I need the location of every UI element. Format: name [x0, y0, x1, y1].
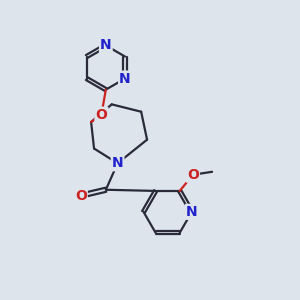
- Text: O: O: [95, 108, 107, 122]
- Text: N: N: [112, 156, 123, 170]
- Text: N: N: [119, 72, 131, 86]
- Text: O: O: [187, 168, 199, 182]
- Text: N: N: [100, 38, 112, 52]
- Text: N: N: [186, 205, 198, 219]
- Text: O: O: [75, 189, 87, 202]
